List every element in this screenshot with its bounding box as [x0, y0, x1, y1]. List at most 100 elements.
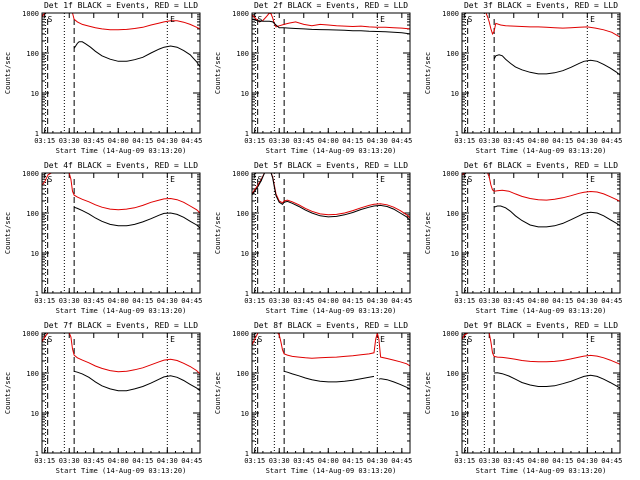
- chart-title: Det 6f BLACK = Events, RED = LLD: [464, 161, 618, 170]
- marker-label-s: S: [258, 15, 263, 24]
- chart-panel-8f: Det 8f BLACK = Events, RED = LLD Counts/s…: [214, 321, 412, 475]
- x-tick-label: 04:45: [181, 137, 202, 145]
- chart-panel-7f: Det 7f BLACK = Events, RED = LLD Counts/s…: [4, 321, 202, 475]
- x-tick-label: 04:00: [318, 457, 339, 465]
- x-tick-label: 04:45: [601, 297, 622, 305]
- x-tick-label: 03:45: [83, 457, 104, 465]
- plot-frame: [461, 12, 621, 134]
- series-line-lld: [462, 333, 620, 365]
- y-tick-label: 1000: [442, 170, 459, 178]
- x-tick-label: 04:30: [367, 137, 388, 145]
- series-line-events: [252, 173, 410, 221]
- x-tick-label: 03:15: [34, 297, 55, 305]
- chart-title: Det 9f BLACK = Events, RED = LLD: [464, 321, 618, 330]
- chart-title: Det 5f BLACK = Events, RED = LLD: [254, 161, 408, 170]
- y-axis-label: Counts/sec: [4, 52, 12, 94]
- y-tick-label: 1: [35, 290, 39, 298]
- series-line-lld: [462, 173, 620, 202]
- marker-label-e: E: [170, 335, 175, 344]
- plot-frame: [461, 332, 621, 454]
- chart-title: Det 7f BLACK = Events, RED = LLD: [44, 321, 198, 330]
- series-line-events: [283, 370, 375, 383]
- x-tick-label: 04:00: [108, 457, 129, 465]
- y-tick-label: 100: [446, 210, 459, 218]
- series-line-lld: [252, 173, 410, 219]
- chart-panel-4f: Det 4f BLACK = Events, RED = LLD Counts/s…: [4, 161, 202, 315]
- x-tick-label: 03:15: [34, 457, 55, 465]
- chart-title: Det 3f BLACK = Events, RED = LLD: [464, 1, 618, 10]
- x-tick-label: 04:00: [528, 297, 549, 305]
- x-axis-label: Start Time (14-Aug-09 03:13:20): [56, 307, 187, 315]
- x-tick-label: 04:45: [181, 297, 202, 305]
- y-tick-label: 100: [446, 50, 459, 58]
- x-tick-label: 03:15: [244, 457, 265, 465]
- y-tick-label: 10: [241, 90, 249, 98]
- y-tick-label: 100: [446, 370, 459, 378]
- x-tick-label: 04:15: [132, 297, 153, 305]
- y-tick-label: 1: [455, 290, 459, 298]
- x-tick-label: 03:45: [83, 297, 104, 305]
- y-tick-label: 1000: [232, 170, 249, 178]
- x-tick-label: 04:30: [577, 137, 598, 145]
- x-tick-label: 03:15: [454, 297, 475, 305]
- y-tick-label: 1: [245, 290, 249, 298]
- marker-label-e: E: [590, 175, 595, 184]
- x-tick-label: 04:30: [157, 297, 178, 305]
- x-tick-label: 04:15: [552, 457, 573, 465]
- y-tick-label: 10: [451, 410, 459, 418]
- x-tick-label: 04:45: [391, 297, 412, 305]
- series-line-events: [493, 205, 620, 228]
- y-tick-label: 100: [26, 50, 39, 58]
- marker-label-s: S: [468, 335, 473, 344]
- chart-title: Det 8f BLACK = Events, RED = LLD: [254, 321, 408, 330]
- y-axis-label: Counts/sec: [214, 212, 222, 254]
- chart-panel-6f: Det 6f BLACK = Events, RED = LLD Counts/s…: [424, 161, 622, 315]
- x-tick-label: 04:00: [528, 137, 549, 145]
- series-line-lld: [42, 333, 200, 375]
- chart-panel-5f: Det 5f BLACK = Events, RED = LLD Counts/s…: [214, 161, 412, 315]
- x-tick-label: 04:30: [367, 297, 388, 305]
- x-tick-label: 04:00: [108, 137, 129, 145]
- marker-label-s: S: [48, 175, 53, 184]
- y-axis-label: Counts/sec: [424, 52, 432, 94]
- y-axis-label: Counts/sec: [214, 372, 222, 414]
- x-tick-label: 04:00: [108, 297, 129, 305]
- plot-frame: [461, 172, 621, 294]
- y-tick-label: 1000: [22, 330, 39, 338]
- x-tick-label: 03:15: [454, 457, 475, 465]
- x-tick-label: 04:15: [132, 137, 153, 145]
- x-tick-label: 04:30: [157, 457, 178, 465]
- x-tick-label: 04:30: [577, 297, 598, 305]
- series-line-lld: [252, 333, 410, 367]
- chart-title: Det 2f BLACK = Events, RED = LLD: [254, 1, 408, 10]
- x-tick-label: 03:30: [59, 137, 80, 145]
- x-axis-label: Start Time (14-Aug-09 03:13:20): [56, 147, 187, 155]
- y-tick-label: 100: [26, 370, 39, 378]
- x-tick-label: 03:45: [293, 297, 314, 305]
- x-axis-label: Start Time (14-Aug-09 03:13:20): [476, 467, 607, 475]
- x-tick-label: 03:45: [503, 297, 524, 305]
- marker-label-e: E: [590, 15, 595, 24]
- y-tick-label: 100: [26, 210, 39, 218]
- marker-label-s: S: [258, 335, 263, 344]
- y-tick-label: 10: [31, 250, 39, 258]
- x-tick-label: 03:15: [34, 137, 55, 145]
- plot-frame: [251, 12, 411, 134]
- x-axis-label: Start Time (14-Aug-09 03:13:20): [476, 147, 607, 155]
- marker-label-s: S: [468, 15, 473, 24]
- y-tick-label: 10: [31, 90, 39, 98]
- x-tick-label: 03:15: [244, 137, 265, 145]
- marker-label-s: S: [48, 335, 53, 344]
- y-axis-label: Counts/sec: [424, 212, 432, 254]
- x-tick-label: 03:30: [479, 137, 500, 145]
- y-tick-label: 10: [451, 90, 459, 98]
- x-tick-label: 03:45: [83, 137, 104, 145]
- x-tick-label: 04:45: [601, 457, 622, 465]
- marker-label-s: S: [48, 15, 53, 24]
- y-axis-label: Counts/sec: [214, 52, 222, 94]
- x-tick-label: 03:15: [454, 137, 475, 145]
- y-tick-label: 1: [245, 450, 249, 458]
- marker-label-e: E: [380, 335, 385, 344]
- y-axis-label: Counts/sec: [4, 212, 12, 254]
- x-tick-label: 04:45: [391, 457, 412, 465]
